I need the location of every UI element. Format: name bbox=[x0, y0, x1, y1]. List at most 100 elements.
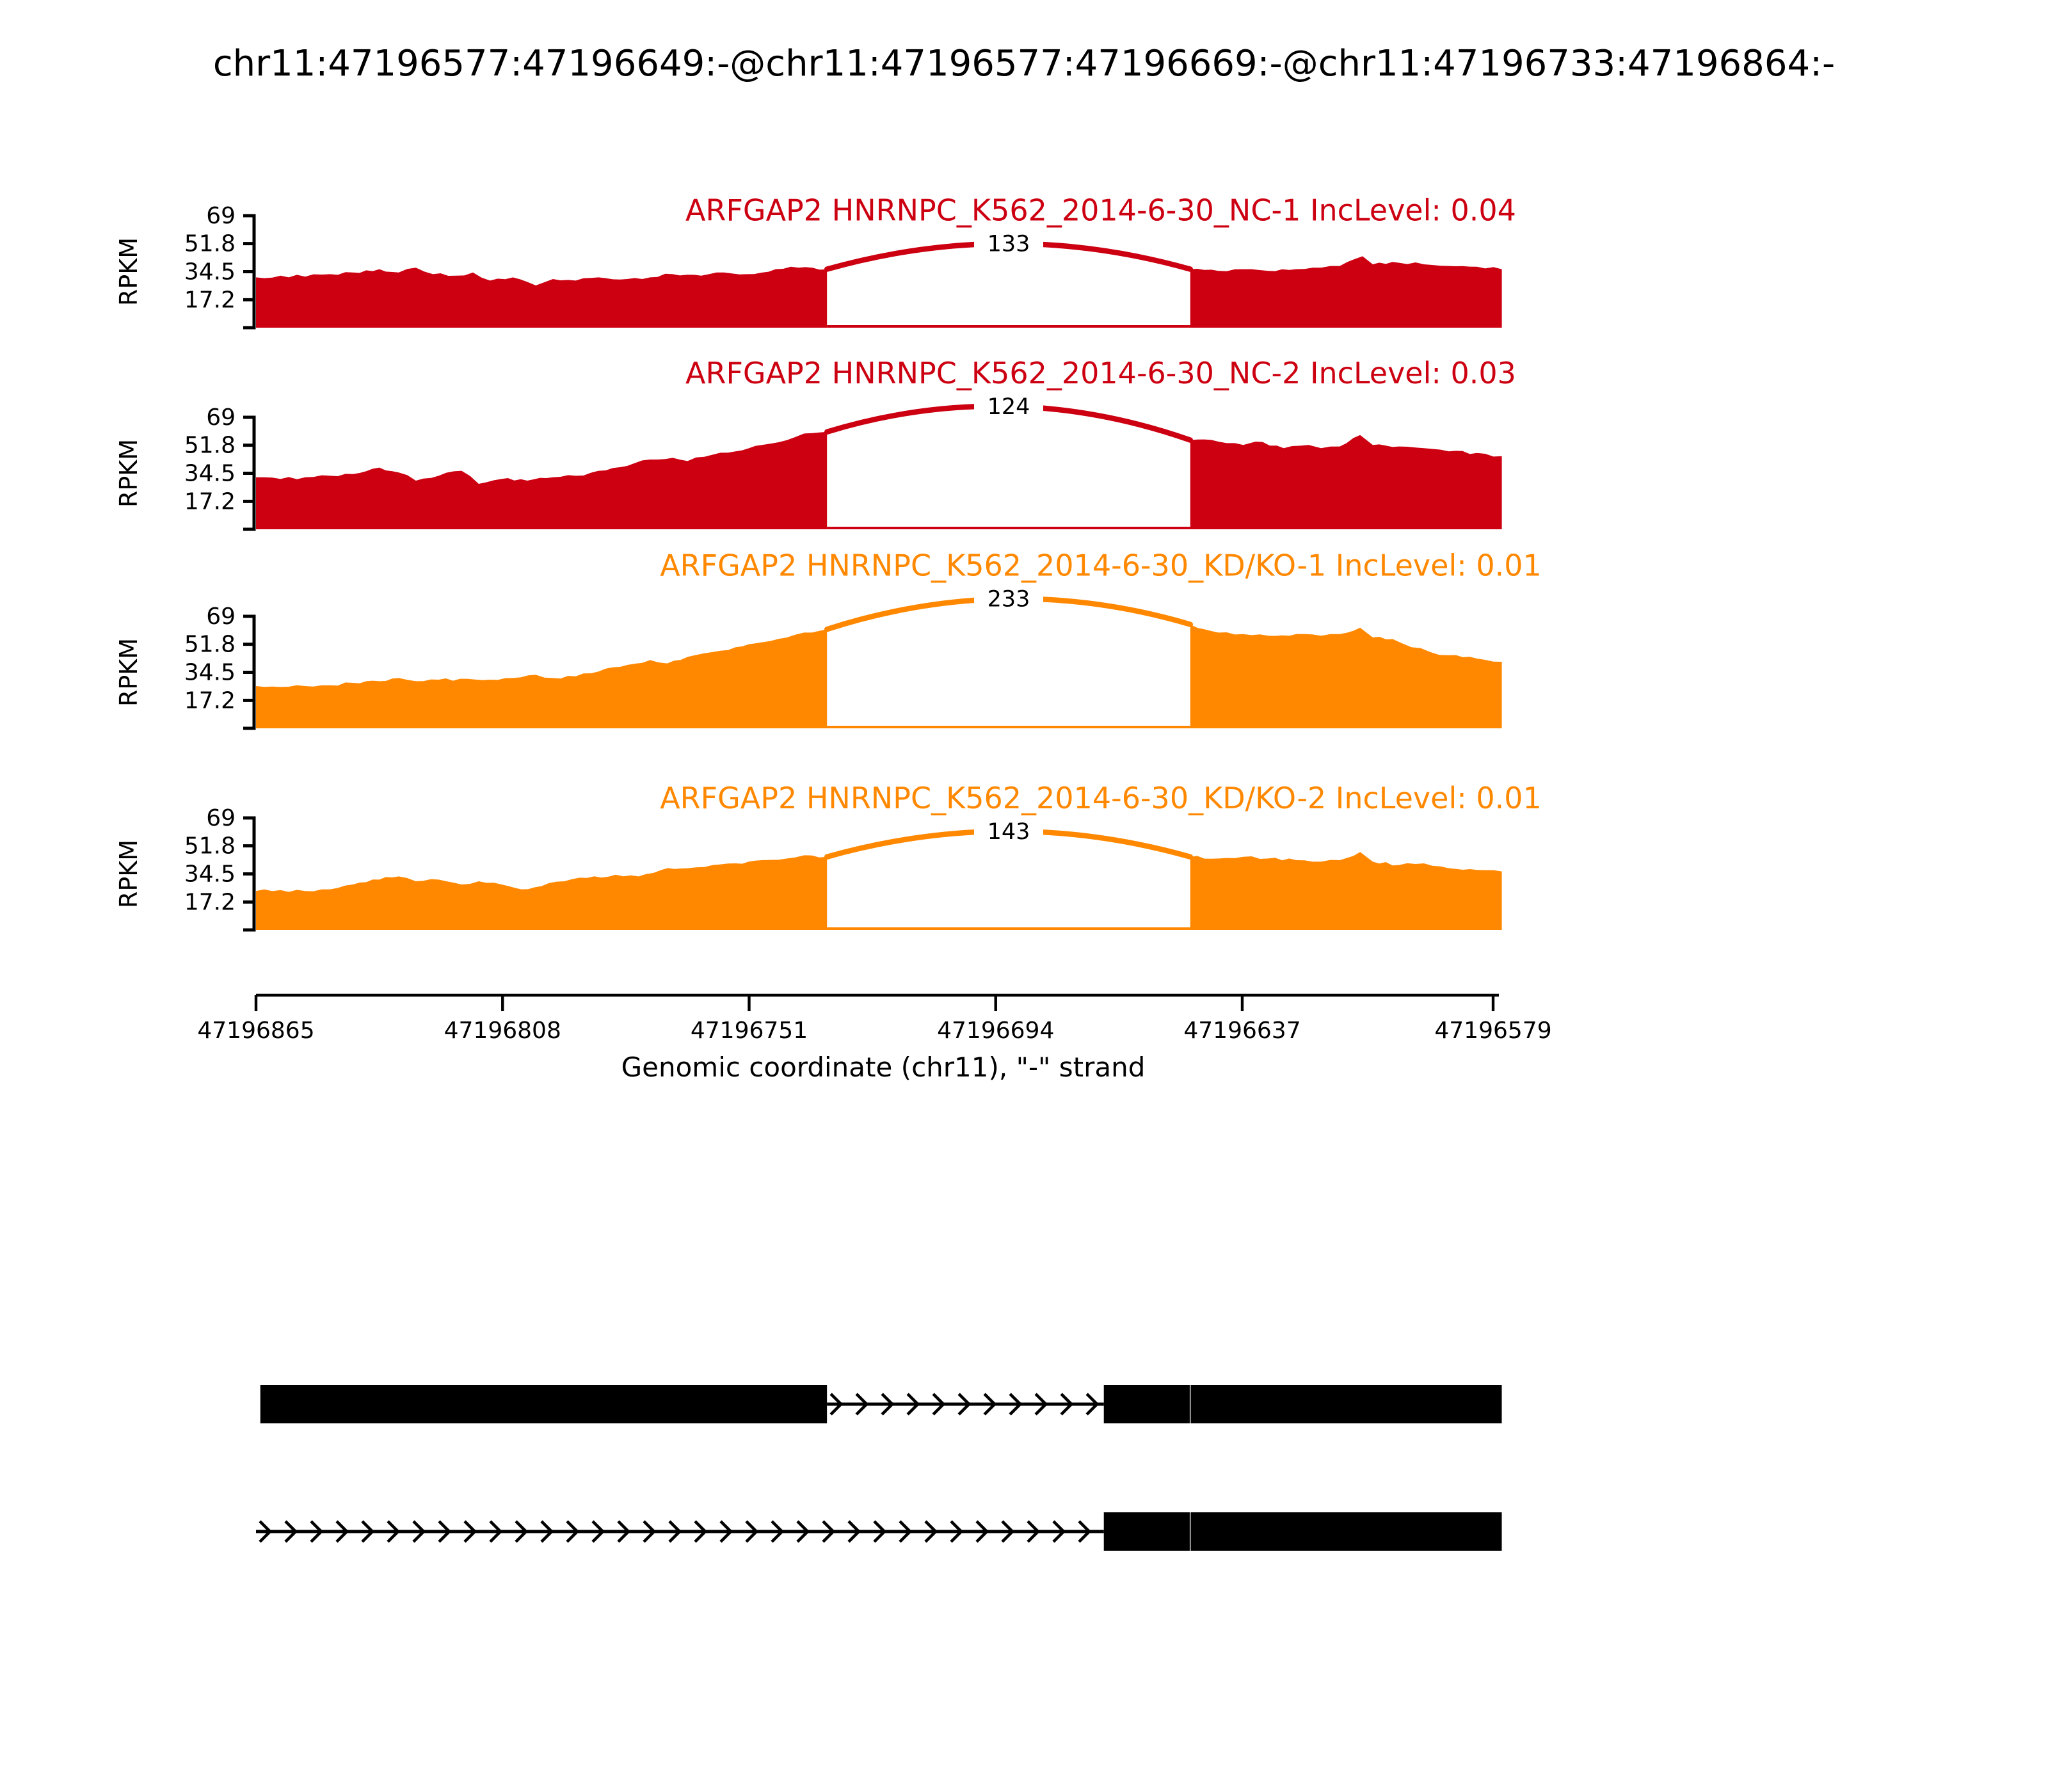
intron-arrow bbox=[829, 1393, 844, 1416]
x-axis-tick-label: 47196865 bbox=[197, 1018, 314, 1044]
intron-arrow bbox=[489, 1520, 503, 1543]
intron-arrow bbox=[259, 1520, 273, 1543]
track-title: ARFGAP2 HNRNPC_K562_2014-6-30_KD/KO-1 In… bbox=[660, 548, 1542, 583]
intron-arrow bbox=[566, 1520, 580, 1543]
rpkm-tick-label: 51.8 bbox=[184, 433, 236, 459]
figure-title: chr11:47196577:47196649:-@chr11:47196577… bbox=[212, 42, 1836, 84]
intron-arrow bbox=[1034, 1393, 1048, 1416]
intron-arrow bbox=[1009, 1393, 1023, 1416]
intron-arrow bbox=[873, 1520, 887, 1543]
intron-arrow bbox=[899, 1520, 913, 1543]
gene-structure-isoform-flanking-plus-long-exon bbox=[260, 1385, 1502, 1423]
rpkm-tick-label: 69 bbox=[206, 203, 236, 229]
track-title: ARFGAP2 HNRNPC_K562_2014-6-30_KD/KO-2 In… bbox=[660, 781, 1542, 815]
exon-box bbox=[1103, 1512, 1502, 1551]
intron-arrow bbox=[1085, 1393, 1100, 1416]
junction-count-backdrop bbox=[974, 228, 1044, 259]
rpkm-tick-label: 17.2 bbox=[184, 488, 236, 515]
intron-arrow bbox=[957, 1393, 972, 1416]
intron-baseline bbox=[827, 927, 1190, 930]
intron-arrow bbox=[847, 1520, 861, 1543]
intron-arrow bbox=[310, 1520, 324, 1543]
intron-arrow bbox=[284, 1520, 298, 1543]
intron-arrow bbox=[1052, 1520, 1066, 1543]
rpkm-tick-label: 51.8 bbox=[184, 833, 236, 860]
rpkm-tick-label: 34.5 bbox=[184, 259, 236, 285]
intron-arrow bbox=[591, 1520, 605, 1543]
intron-arrow bbox=[771, 1520, 785, 1543]
intron-arrow bbox=[906, 1393, 920, 1416]
x-axis-label: Genomic coordinate (chr11), "-" strand bbox=[621, 1052, 1146, 1083]
intron-arrow bbox=[463, 1520, 477, 1543]
intron-baseline bbox=[827, 325, 1190, 328]
x-axis-tick-label: 47196751 bbox=[691, 1018, 808, 1044]
coverage-area-right bbox=[1190, 256, 1502, 328]
intron-arrow bbox=[361, 1520, 375, 1543]
rpkm-tick-label: 51.8 bbox=[184, 231, 236, 257]
coverage-area-left bbox=[256, 629, 828, 728]
rpkm-axis-title: RPKM bbox=[115, 638, 143, 707]
intron-arrow bbox=[387, 1520, 401, 1543]
exon-box bbox=[1103, 1385, 1502, 1423]
intron-arrow bbox=[694, 1520, 708, 1543]
junction-count-backdrop bbox=[974, 391, 1044, 421]
intron-arrow bbox=[668, 1520, 682, 1543]
rpkm-tick-label: 17.2 bbox=[184, 687, 236, 714]
intron-arrow bbox=[983, 1393, 997, 1416]
intron-arrow bbox=[643, 1520, 657, 1543]
coverage-area-left bbox=[256, 431, 828, 529]
intron-baseline bbox=[827, 726, 1190, 728]
intron-arrow bbox=[822, 1520, 836, 1543]
rpkm-tick-label: 17.2 bbox=[184, 889, 236, 915]
rpkm-axis-title: RPKM bbox=[115, 237, 143, 306]
rpkm-axis-title: RPKM bbox=[115, 439, 143, 508]
intron-arrow bbox=[438, 1520, 452, 1543]
coverage-area-right bbox=[1190, 852, 1502, 930]
rpkm-tick-label: 69 bbox=[206, 805, 236, 831]
junction-count-backdrop bbox=[974, 584, 1044, 614]
exon-box bbox=[260, 1385, 828, 1423]
intron-baseline bbox=[827, 527, 1190, 529]
junction-count: 133 bbox=[988, 232, 1030, 257]
intron-arrow bbox=[1078, 1520, 1092, 1543]
intron-arrow bbox=[1060, 1393, 1074, 1416]
intron-arrow bbox=[515, 1520, 529, 1543]
intron-arrow bbox=[855, 1393, 869, 1416]
junction-count: 143 bbox=[988, 819, 1030, 845]
junction-count: 233 bbox=[988, 587, 1030, 612]
intron-arrow bbox=[975, 1520, 989, 1543]
coverage-area-right bbox=[1190, 624, 1502, 728]
rpkm-axis-title: RPKM bbox=[115, 840, 143, 908]
rpkm-tick-label: 34.5 bbox=[184, 861, 236, 888]
junction-count: 124 bbox=[988, 394, 1030, 420]
track-title: ARFGAP2 HNRNPC_K562_2014-6-30_NC-2 IncLe… bbox=[685, 356, 1516, 390]
rpkm-tick-label: 34.5 bbox=[184, 461, 236, 487]
rpkm-tick-label: 69 bbox=[206, 604, 236, 630]
coverage-area-left bbox=[256, 266, 828, 328]
intron-arrow bbox=[796, 1520, 810, 1543]
rpkm-tick-label: 17.2 bbox=[184, 287, 236, 313]
intron-arrow bbox=[950, 1520, 964, 1543]
x-axis-tick-label: 47196808 bbox=[444, 1018, 561, 1044]
intron-arrow bbox=[540, 1520, 554, 1543]
rpkm-tick-label: 69 bbox=[206, 404, 236, 431]
intron-arrow bbox=[881, 1393, 895, 1416]
intron-arrow bbox=[924, 1520, 938, 1543]
junction-count-backdrop bbox=[974, 816, 1044, 846]
x-axis: 47196865 47196808 47196751 47196694 47196637… bbox=[197, 993, 1552, 1044]
track-title: ARFGAP2 HNRNPC_K562_2014-6-30_NC-1 IncLe… bbox=[685, 193, 1516, 228]
rpkm-tick-label: 34.5 bbox=[184, 660, 236, 686]
x-axis-tick-label: 47196637 bbox=[1183, 1018, 1300, 1044]
intron-arrow bbox=[412, 1520, 426, 1543]
gene-structure-isoform-long-exon-only bbox=[256, 1512, 1502, 1551]
coverage-area-right bbox=[1190, 435, 1502, 529]
intron-arrow bbox=[932, 1393, 946, 1416]
intron-arrow bbox=[1027, 1520, 1041, 1543]
coverage-area-left bbox=[256, 855, 828, 930]
